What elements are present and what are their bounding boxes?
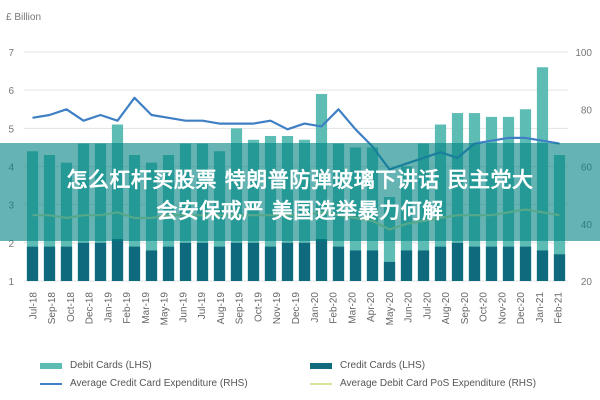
legend-item-avg-debit: Average Debit Card PoS Expenditure (RHS): [310, 378, 536, 389]
x-tick-label: Jan-19: [103, 292, 114, 323]
bar-credit: [111, 239, 124, 281]
bar-credit: [400, 250, 413, 281]
bar-credit: [451, 242, 464, 281]
legend-swatch-avg-debit: [310, 382, 332, 385]
legend: Debit Cards (LHS) Credit Cards (LHS) Ave…: [40, 360, 600, 400]
bar-credit: [196, 242, 209, 281]
bar-credit: [213, 246, 226, 281]
legend-label-avg-credit: Average Credit Card Expenditure (RHS): [70, 378, 248, 389]
legend-label-credit: Credit Cards (LHS): [340, 360, 426, 371]
x-tick-label: Sep-18: [47, 292, 58, 325]
bar-credit: [298, 242, 311, 281]
x-tick-label: Dec-18: [85, 292, 96, 325]
bar-credit: [434, 246, 447, 281]
bar-credit: [43, 246, 56, 281]
bar-credit: [315, 239, 328, 281]
legend-swatch-credit: [310, 362, 332, 369]
bar-credit: [145, 250, 158, 281]
bar-credit: [77, 242, 90, 281]
x-tick-label: May-19: [160, 292, 171, 326]
bar-credit: [349, 250, 362, 281]
x-tick-label: Jul-18: [28, 292, 39, 320]
bar-credit: [485, 246, 498, 281]
x-tick-label: Jun-19: [178, 292, 189, 323]
bar-credit: [247, 242, 260, 281]
legend-item-avg-credit: Average Credit Card Expenditure (RHS): [40, 378, 248, 389]
y-right-tick-label: 80: [581, 105, 593, 116]
x-tick-label: Dec-20: [516, 292, 527, 325]
legend-swatch-avg-credit: [40, 382, 62, 385]
x-tick-labels: Jul-18 Sep-18 Oct-18 Dec-18 Jan-19 Feb-19 Mar-…: [28, 292, 564, 326]
x-tick-label: Feb-19: [122, 292, 133, 324]
x-tick-label: Sep-19: [235, 292, 246, 325]
x-tick-label: May-20: [385, 292, 396, 326]
y-left-axis-label: £ Billion: [6, 12, 41, 23]
banner-text: 怎么杠杆买股票 特朗普防弹玻璃下讲话 民主党大 会安保戒严 美国选举暴力何解: [10, 165, 590, 227]
x-tick-label: Jul-20: [422, 292, 433, 320]
bar-credit: [502, 246, 515, 281]
x-tick-label: Aug-20: [441, 292, 452, 325]
bar-credit: [536, 250, 549, 281]
bar-credit: [281, 242, 294, 281]
x-tick-label: Nov-20: [497, 292, 508, 325]
x-tick-label: Oct-20: [479, 292, 490, 322]
bar-credit: [128, 246, 141, 281]
x-tick-label: Oct-18: [66, 292, 77, 322]
bar-credit: [332, 246, 345, 281]
banner-line-1: 怎么杠杆买股票 特朗普防弹玻璃下讲话 民主党大: [66, 168, 534, 192]
bar-credit: [162, 246, 175, 281]
bar-credit: [366, 250, 379, 281]
bar-credit: [60, 246, 73, 281]
bar-credit: [417, 250, 430, 281]
x-tick-label: Jan-21: [535, 292, 546, 323]
banner-line-2: 会安保戒严 美国选举暴力何解: [156, 199, 444, 223]
y-right-tick-label: 100: [575, 48, 592, 59]
bar-credit: [553, 254, 566, 281]
x-tick-label: Apr-20: [366, 292, 377, 322]
y-left-tick-label: 7: [8, 48, 14, 59]
y-left-tick-label: 1: [8, 277, 14, 288]
bar-credit: [179, 242, 192, 281]
x-tick-label: Mar-20: [347, 292, 358, 324]
x-tick-label: Feb-21: [554, 292, 565, 324]
legend-swatch-debit: [40, 362, 62, 369]
x-tick-label: Sep-20: [460, 292, 471, 325]
bar-credit: [519, 246, 532, 281]
x-tick-label: Dec-19: [291, 292, 302, 325]
bar-credit: [230, 242, 243, 281]
bar-credit: [94, 242, 107, 281]
bar-credit: [383, 261, 396, 281]
x-tick-label: Jan-20: [310, 292, 321, 323]
bar-credit: [264, 246, 277, 281]
y-left-tick-label: 6: [8, 86, 14, 97]
x-tick-label: Oct-19: [253, 292, 264, 322]
watermark-banner: 怎么杠杆买股票 特朗普防弹玻璃下讲话 民主党大 会安保戒严 美国选举暴力何解: [0, 143, 600, 241]
legend-label-debit: Debit Cards (LHS): [70, 360, 152, 371]
x-tick-label: Mar-19: [141, 292, 152, 324]
x-tick-label: Aug-19: [216, 292, 227, 325]
bar-credit: [26, 246, 39, 281]
legend-label-avg-debit: Average Debit Card PoS Expenditure (RHS): [340, 378, 537, 389]
x-tick-label: Feb-20: [329, 292, 340, 324]
y-right-tick-label: 20: [581, 277, 593, 288]
x-tick-label: Nov-19: [272, 292, 283, 325]
x-tick-label: Jul-19: [197, 292, 208, 320]
y-left-tick-label: 2: [8, 239, 14, 250]
y-left-tick-label: 5: [8, 124, 14, 135]
legend-item-credit: Credit Cards (LHS): [310, 360, 425, 371]
x-tick-label: Jun-20: [404, 292, 415, 323]
bar-credit: [468, 246, 481, 281]
legend-item-debit: Debit Cards (LHS): [40, 360, 152, 371]
